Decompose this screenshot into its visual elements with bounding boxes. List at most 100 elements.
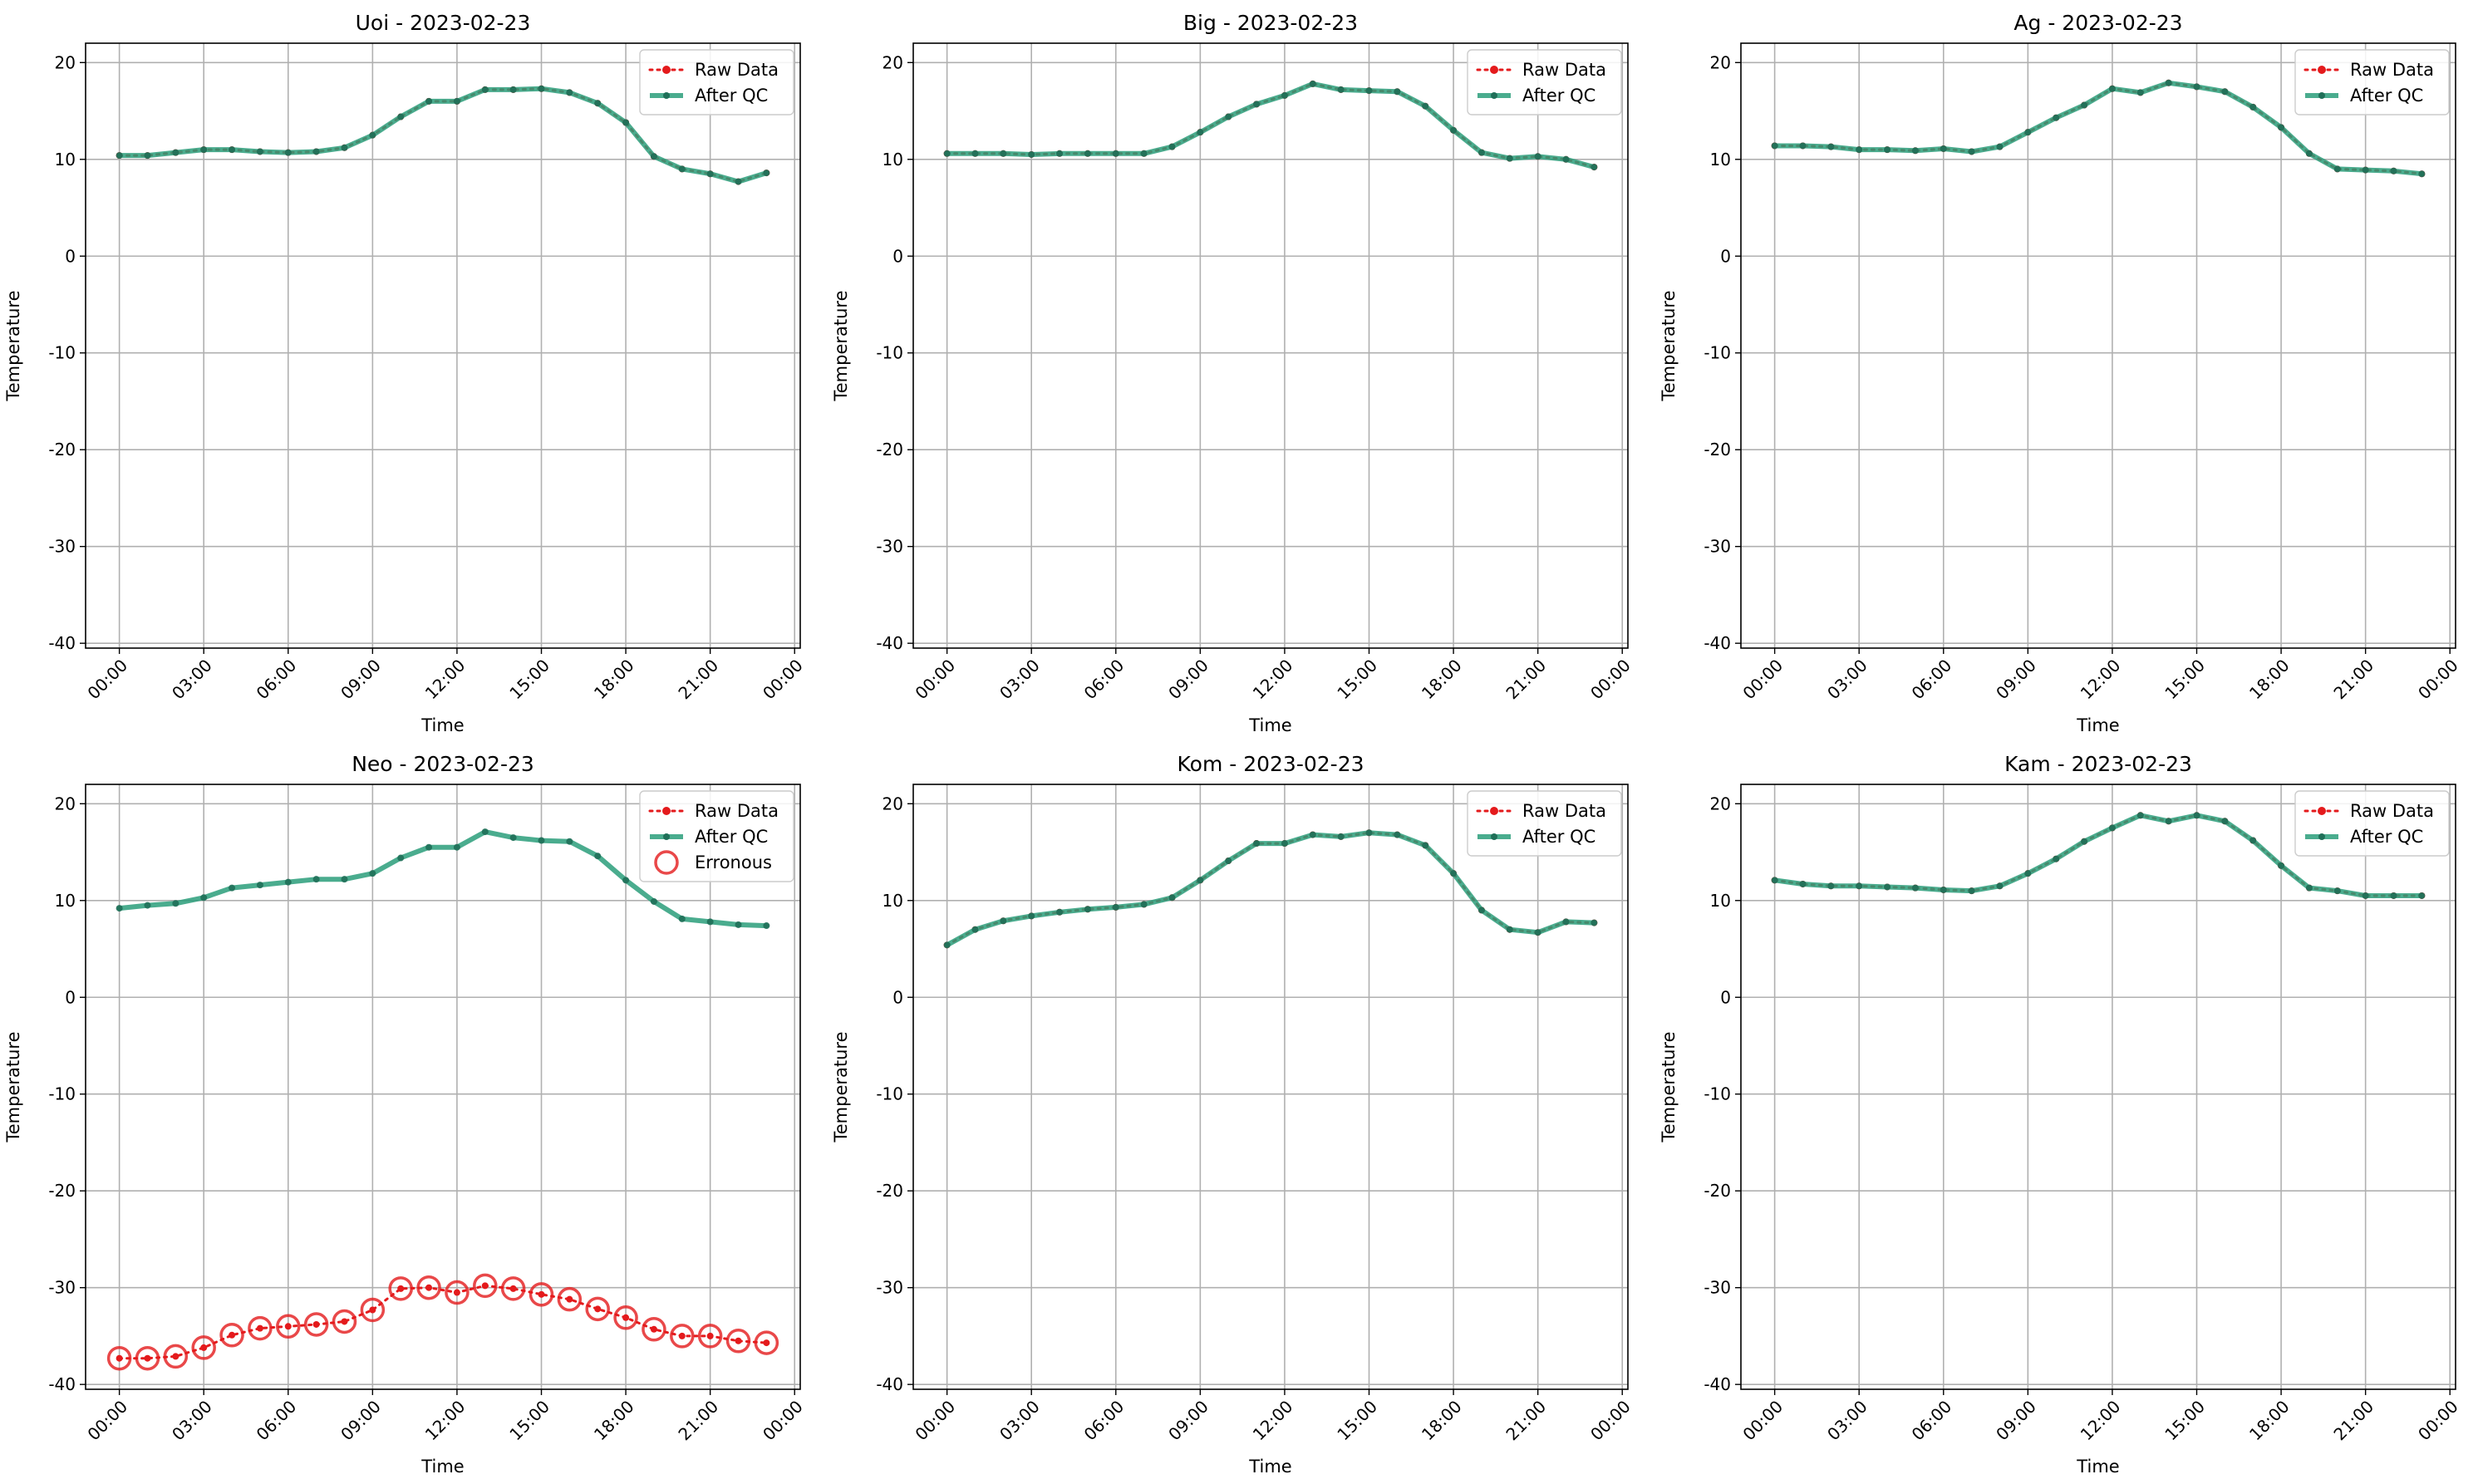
after-qc-point — [1309, 831, 1316, 838]
legend-raw-marker — [2318, 807, 2326, 815]
legend-label: Raw Data — [1522, 801, 1606, 821]
after-qc-point — [1394, 88, 1401, 96]
legend: Raw Data After QC — [1467, 49, 1622, 115]
x-axis-label: Time — [420, 1457, 464, 1477]
legend-raw-marker — [1490, 66, 1498, 74]
after-qc-point — [1884, 146, 1891, 154]
after-qc-point — [2221, 88, 2229, 96]
legend-label: After QC — [1522, 86, 1595, 106]
after-qc-point — [1856, 882, 1863, 890]
legend-box — [639, 49, 794, 115]
x-tick-label: 00:00 — [1738, 1397, 1787, 1445]
y-axis-label: Temperature — [3, 290, 23, 401]
raw-data-point — [312, 1320, 320, 1328]
erroneous-marker — [585, 1296, 610, 1322]
erroneous-marker — [642, 1317, 666, 1342]
legend-raw-marker — [2318, 66, 2326, 74]
erroneous-marker — [332, 1309, 357, 1334]
y-tick-label: -40 — [876, 1374, 903, 1394]
x-tick-label: 00:00 — [83, 656, 131, 704]
after-qc-point — [763, 170, 770, 177]
after-qc-point — [144, 902, 151, 909]
raw-data-point — [369, 1306, 376, 1314]
after-qc-point — [735, 921, 742, 928]
x-tick-label: 00:00 — [759, 656, 807, 704]
x-tick-label: 00:00 — [2414, 656, 2462, 704]
after-qc-point — [943, 941, 951, 949]
raw-data-point — [172, 1353, 179, 1360]
after-qc-point — [369, 131, 376, 139]
after-qc-point — [1281, 840, 1288, 848]
after-qc-point — [2024, 870, 2032, 877]
after-qc-point — [1197, 129, 1204, 136]
series-after-qc-line — [1772, 80, 2425, 177]
chart-panel-5: 20 10 0 -10 -20 -30 -40 00:00 03:00 06:00 09:00 12:… — [1659, 752, 2462, 1477]
after-qc-point — [594, 100, 602, 107]
after-qc-point — [1477, 907, 1485, 914]
after-qc-point — [397, 854, 405, 862]
after-qc-point — [1028, 912, 1035, 920]
x-tick-label: 00:00 — [911, 656, 959, 704]
after-qc-point — [1422, 842, 1429, 849]
after-qc-point — [2221, 818, 2229, 825]
after-qc-point — [312, 876, 320, 883]
chart-title: Kam - 2023-02-23 — [2004, 752, 2192, 776]
after-qc-point — [1562, 918, 1570, 926]
y-tick-label: 20 — [1710, 52, 1731, 72]
after-qc-point — [1827, 882, 1835, 890]
y-tick-label: -30 — [876, 1278, 903, 1298]
after-qc-point — [1534, 929, 1541, 936]
after-qc-point — [1140, 150, 1148, 157]
legend-label: Raw Data — [2350, 60, 2434, 80]
after-qc-point — [481, 828, 489, 836]
y-axis-label: Temperature — [831, 1031, 851, 1142]
after-qc-point — [2081, 101, 2088, 109]
after-qc-point — [1084, 150, 1091, 157]
y-tick-label: -20 — [48, 440, 76, 459]
x-tick-label: 18:00 — [1418, 656, 1466, 704]
after-qc-point — [200, 894, 208, 902]
x-tick-label: 12:00 — [2077, 1397, 2125, 1445]
series-raw-data-line — [118, 1284, 768, 1360]
x-tick-label: 09:00 — [1992, 1397, 2040, 1445]
x-axis-label: Time — [1248, 1457, 1291, 1477]
x-tick-label: 03:00 — [996, 656, 1044, 704]
after-qc-point — [2081, 838, 2088, 845]
after-qc-point — [2333, 887, 2341, 895]
x-tick-label: 21:00 — [2329, 1397, 2377, 1445]
chart-panel-2: 20 10 0 -10 -20 -30 -40 00:00 03:00 06:00 09:00 12:… — [1659, 11, 2462, 735]
after-qc-point — [116, 152, 123, 160]
erroneous-marker — [557, 1286, 583, 1312]
after-qc-point — [650, 153, 657, 160]
erroneous-marker — [473, 1273, 498, 1299]
x-axis-label: Time — [2076, 715, 2119, 735]
series-after-qc-line — [944, 830, 1597, 948]
y-axis-label: Temperature — [831, 290, 851, 401]
y-tick-label: -30 — [876, 537, 903, 557]
y-tick-label: -20 — [876, 1181, 903, 1201]
after-qc-point — [1084, 906, 1091, 913]
legend-label: After QC — [1522, 827, 1595, 847]
x-tick-label: 09:00 — [1164, 656, 1212, 704]
y-tick-label: 10 — [1710, 891, 1731, 911]
legend-raw-marker — [662, 807, 671, 815]
after-qc-point — [763, 922, 770, 930]
legend-erroneous-marker — [654, 850, 679, 875]
after-qc-point — [2165, 79, 2172, 86]
y-tick-label: -40 — [1704, 633, 1731, 653]
legend-qc-marker — [663, 833, 670, 840]
x-tick-label: 15:00 — [2161, 1397, 2209, 1445]
erroneous-marker — [360, 1297, 386, 1323]
legend-qc-marker — [2318, 92, 2325, 99]
after-qc-point — [453, 97, 460, 105]
after-qc-point — [2193, 812, 2200, 819]
after-qc-point — [538, 85, 545, 92]
x-tick-label: 15:00 — [505, 656, 553, 704]
x-tick-label: 00:00 — [1586, 656, 1635, 704]
legend-qc-marker — [2318, 833, 2325, 840]
after-qc-point — [1028, 150, 1035, 158]
legend: Raw Data After QC Erronous — [639, 790, 794, 882]
x-axis-label: Time — [420, 715, 464, 735]
y-tick-label: -20 — [1704, 440, 1731, 459]
